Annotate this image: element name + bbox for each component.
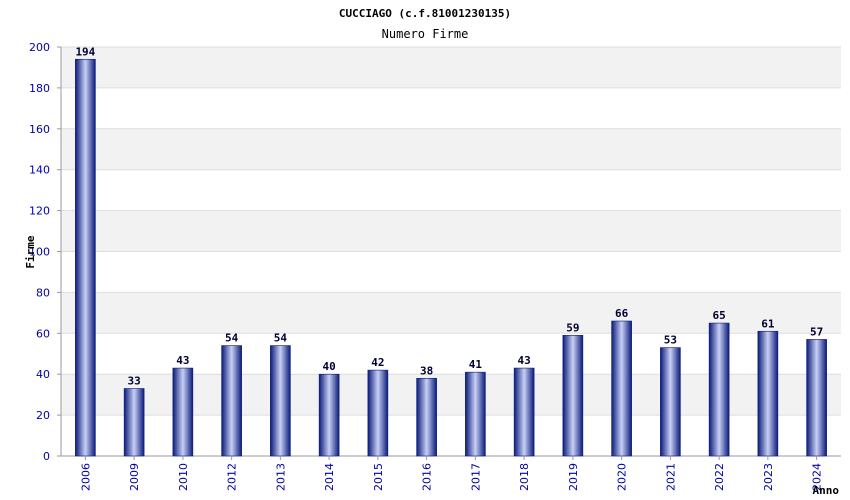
grid-band	[61, 87, 841, 129]
bar	[416, 377, 437, 457]
y-tick-label: 80	[36, 286, 50, 299]
y-tick-label: 0	[43, 450, 50, 463]
x-tick-label: 2020	[616, 463, 629, 491]
bar-value-label: 53	[664, 334, 677, 347]
bar-value-label: 40	[323, 360, 336, 373]
bar	[367, 369, 389, 457]
bar	[172, 367, 194, 457]
bar-value-label: 43	[176, 354, 189, 367]
x-tick-label: 2010	[177, 463, 190, 491]
x-axis-label: Anno	[813, 484, 840, 497]
y-tick-label: 60	[36, 327, 50, 340]
bar	[806, 339, 827, 457]
bar-value-label: 59	[566, 321, 579, 334]
y-tick-label: 100	[29, 246, 50, 259]
grid-band	[61, 47, 841, 88]
chart-subtitle: Numero Firme	[382, 27, 469, 41]
y-tick-label: 140	[29, 164, 50, 177]
bar	[318, 373, 340, 457]
bar	[708, 322, 730, 457]
bar	[75, 58, 96, 457]
grid-band	[61, 210, 841, 252]
x-tick-label: 2021	[664, 463, 677, 491]
y-tick-label: 200	[29, 41, 50, 54]
bar	[513, 367, 535, 457]
x-tick-label: 2014	[323, 463, 336, 491]
y-tick-label: 120	[29, 205, 50, 218]
bar	[611, 320, 632, 457]
bar-value-label: 194	[75, 45, 95, 58]
x-tick-label: 2012	[226, 463, 239, 491]
bar	[660, 347, 681, 457]
bar-value-label: 38	[420, 364, 433, 377]
grid-band	[61, 128, 841, 170]
x-tick-label: 2019	[567, 463, 580, 491]
x-tick-label: 2013	[274, 463, 287, 491]
x-tick-label: 2009	[128, 463, 141, 491]
y-axis-label: Firme	[24, 235, 37, 268]
x-tick-label: 2023	[762, 463, 775, 491]
bar-value-label: 43	[518, 354, 531, 367]
bar-value-label: 65	[713, 309, 726, 322]
x-tick-label: 2006	[79, 463, 92, 491]
bar-value-label: 42	[371, 356, 384, 369]
y-tick-label: 180	[29, 82, 50, 95]
y-tick-label: 40	[36, 368, 50, 381]
grid-band	[61, 251, 841, 293]
grid-band	[61, 169, 841, 211]
y-tick-label: 20	[36, 409, 50, 422]
bar-value-label: 57	[810, 325, 823, 338]
x-tick-label: 2022	[713, 463, 726, 491]
bar	[270, 345, 291, 457]
bar	[123, 388, 145, 457]
x-tick-label: 2016	[421, 463, 434, 491]
bar	[757, 330, 779, 457]
y-tick-label: 160	[29, 123, 50, 136]
bar-value-label: 66	[615, 307, 629, 320]
bar-value-label: 54	[225, 332, 239, 345]
bar-value-label: 33	[128, 375, 141, 388]
x-tick-label: 2018	[518, 463, 531, 491]
plot-area: 0 20 40 60 80 100 120 140 160 180 200 194 2006 33 2009…	[29, 41, 841, 491]
bar	[465, 371, 486, 457]
bar-value-label: 54	[274, 332, 288, 345]
bar-value-label: 41	[469, 358, 483, 371]
bar-value-label: 61	[761, 317, 775, 330]
x-tick-label: 2024	[811, 463, 824, 491]
bar	[562, 335, 584, 457]
bar	[221, 345, 242, 457]
x-tick-label: 2017	[469, 463, 482, 491]
chart-title: CUCCIAGO (c.f.81001230135)	[339, 7, 511, 20]
x-tick-label: 2015	[372, 463, 385, 491]
